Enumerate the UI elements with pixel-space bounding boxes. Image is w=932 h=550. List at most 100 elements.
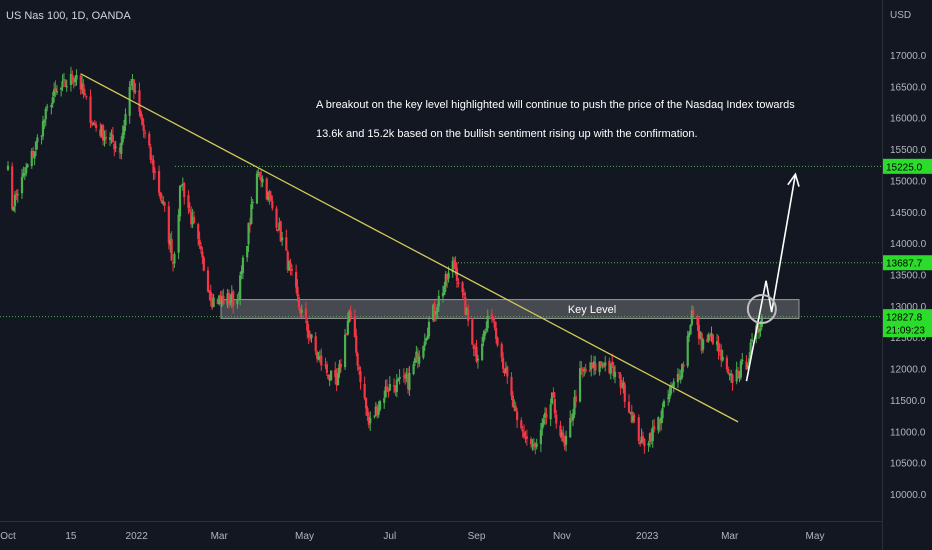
candle: [108, 132, 112, 146]
candle: [276, 229, 280, 233]
candle: [143, 129, 147, 139]
candle: [711, 333, 715, 346]
candle: [90, 120, 94, 127]
candle: [441, 285, 445, 303]
candle: [629, 411, 632, 415]
candle: [246, 245, 249, 262]
candle: [187, 190, 190, 215]
projection-arrowhead: [787, 172, 800, 187]
candle: [457, 278, 460, 288]
price-tag: 12827.8 21:09:23: [883, 309, 932, 338]
candle: [562, 426, 565, 443]
candle: [65, 79, 68, 92]
candle: [727, 366, 730, 375]
candle: [325, 361, 328, 377]
candle: [395, 373, 398, 398]
candle: [122, 119, 126, 140]
candle: [6, 161, 10, 172]
candle: [427, 316, 431, 339]
candle: [425, 337, 428, 345]
time-tick-label: 2023: [636, 531, 659, 542]
candle: [163, 201, 166, 212]
candle: [718, 343, 721, 356]
candle: [359, 366, 362, 390]
candle: [455, 262, 459, 288]
candle: [676, 368, 680, 388]
candle: [178, 184, 182, 222]
price-tick-label: 12500.0: [890, 333, 927, 344]
candle: [197, 222, 200, 246]
candle: [295, 264, 298, 294]
candle: [173, 251, 176, 268]
candle: [329, 370, 333, 381]
time-tick-label: 2022: [126, 531, 149, 542]
candle: [212, 293, 215, 308]
candle: [85, 95, 88, 100]
candle: [531, 439, 534, 451]
candle: [510, 372, 513, 400]
candle: [492, 316, 495, 323]
candle: [25, 162, 28, 177]
time-tick-label: 15: [65, 531, 77, 542]
candle: [415, 345, 418, 363]
price-tick-label: 14000.0: [890, 239, 927, 250]
candle: [260, 170, 263, 188]
candle: [432, 303, 435, 323]
candle: [290, 264, 294, 276]
candle: [405, 368, 408, 383]
candle: [183, 181, 186, 205]
candle: [451, 256, 454, 278]
time-tick-label: Nov: [553, 531, 571, 542]
symbol-title: US Nas 100, 1D, OANDA: [6, 10, 131, 22]
candle: [324, 357, 327, 369]
candle: [571, 408, 575, 427]
candle: [198, 231, 201, 249]
candle: [327, 374, 330, 380]
candle: [592, 355, 596, 376]
candle: [190, 206, 193, 228]
candle: [481, 336, 484, 362]
candle: [247, 222, 250, 253]
candle: [604, 355, 607, 372]
candle: [640, 428, 643, 444]
countdown-label: 21:09:23: [886, 326, 925, 337]
candle: [738, 370, 741, 383]
candle: [138, 82, 141, 117]
candle: [641, 431, 645, 445]
candle: [279, 220, 282, 243]
candle: [32, 146, 35, 158]
candle: [661, 402, 664, 424]
candle: [269, 190, 273, 202]
price-tick-label: 16500.0: [890, 82, 927, 93]
candle: [338, 359, 341, 378]
candle: [715, 333, 719, 351]
candle: [364, 397, 368, 416]
candle: [124, 108, 127, 132]
candle: [141, 114, 144, 126]
candle: [95, 121, 98, 132]
candle: [169, 233, 172, 253]
candle: [485, 321, 488, 334]
candle: [363, 376, 366, 401]
candle: [660, 410, 663, 431]
candle: [281, 232, 284, 246]
candle: [671, 383, 674, 387]
candle: [199, 242, 203, 254]
candle: [681, 363, 684, 380]
candle: [609, 363, 612, 380]
candle: [632, 411, 635, 424]
candle: [639, 440, 642, 447]
candle: [524, 430, 527, 444]
candle: [627, 394, 631, 414]
key-level-label: Key Level: [568, 304, 616, 316]
candle: [315, 350, 319, 363]
candle: [486, 309, 489, 333]
candle: [258, 172, 261, 180]
candle: [549, 398, 552, 427]
price-tick-label: 14500.0: [890, 208, 927, 219]
time-tick-label: May: [295, 531, 314, 542]
candle: [250, 196, 253, 225]
candle: [157, 165, 161, 197]
candle: [563, 435, 566, 451]
